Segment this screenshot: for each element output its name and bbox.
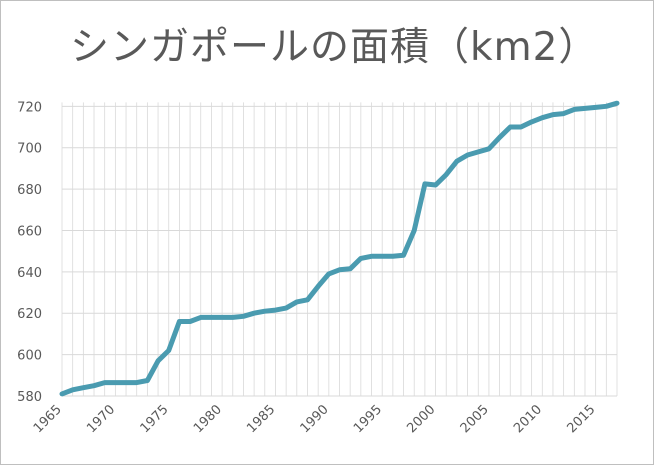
- x-tick-label: 1980: [191, 402, 225, 436]
- data-point: [476, 150, 480, 154]
- data-point: [177, 320, 181, 324]
- data-point: [562, 112, 566, 116]
- y-tick-label: 660: [17, 224, 42, 239]
- data-point: [604, 104, 608, 108]
- y-tick-label: 580: [17, 390, 42, 405]
- y-tick-label: 600: [17, 349, 42, 364]
- series-line: [59, 100, 620, 397]
- x-tick-label: 1990: [298, 402, 332, 436]
- data-point: [434, 183, 438, 187]
- data-point: [273, 308, 277, 312]
- data-point: [81, 386, 85, 390]
- x-tick-label: 2015: [564, 402, 598, 436]
- data-point: [402, 253, 406, 257]
- x-tick-label: 2000: [404, 402, 438, 436]
- data-point: [252, 311, 256, 315]
- data-point: [103, 381, 107, 385]
- data-point: [519, 125, 523, 129]
- data-point: [231, 315, 235, 319]
- data-point: [113, 381, 117, 385]
- data-point: [145, 378, 149, 382]
- data-point: [124, 381, 128, 385]
- y-tick-label: 620: [17, 307, 42, 322]
- y-axis-ticks: 580 600 620 640 660 680 700 720: [17, 100, 42, 405]
- data-point: [327, 272, 331, 276]
- data-point: [508, 125, 512, 129]
- data-point: [316, 284, 320, 288]
- data-point: [540, 116, 544, 120]
- y-tick-label: 640: [17, 266, 42, 281]
- data-point: [423, 182, 427, 186]
- data-point: [71, 388, 75, 392]
- data-point: [551, 113, 555, 117]
- data-point: [92, 384, 96, 388]
- data-point: [209, 315, 213, 319]
- data-point: [583, 106, 587, 110]
- data-point: [284, 306, 288, 310]
- chart-title: シンガポールの面積（km2）: [70, 25, 599, 70]
- data-point: [338, 268, 342, 272]
- x-tick-label: 1985: [244, 402, 278, 436]
- data-point: [391, 254, 395, 258]
- data-point: [241, 314, 245, 318]
- gridlines: [61, 102, 618, 397]
- data-point: [594, 105, 598, 109]
- data-point: [498, 135, 502, 139]
- data-point: [615, 101, 619, 105]
- x-tick-label: 1970: [84, 402, 118, 436]
- x-axis-ticks: 1965 1970 1975 1980 1985 1990 1995 2000 2005 2010…: [31, 402, 599, 436]
- x-tick-label: 1965: [31, 402, 65, 436]
- data-point: [167, 348, 171, 352]
- data-point: [135, 381, 139, 385]
- data-point: [156, 359, 160, 363]
- data-point: [263, 309, 267, 313]
- x-tick-label: 1995: [351, 402, 385, 436]
- y-tick-label: 700: [17, 142, 42, 157]
- data-point: [466, 153, 470, 157]
- data-point: [60, 392, 64, 396]
- data-point: [295, 300, 299, 304]
- data-point: [455, 159, 459, 163]
- data-point: [305, 298, 309, 302]
- data-point: [359, 256, 363, 260]
- x-tick-label: 2005: [458, 402, 492, 436]
- data-point: [220, 315, 224, 319]
- data-point: [348, 267, 352, 271]
- data-point: [572, 107, 576, 111]
- y-tick-label: 680: [17, 183, 42, 198]
- x-tick-label: 1975: [138, 402, 172, 436]
- data-point: [370, 254, 374, 258]
- x-tick-label: 2010: [511, 402, 545, 436]
- data-point: [444, 173, 448, 177]
- data-point: [380, 254, 384, 258]
- data-point: [199, 315, 203, 319]
- data-point: [188, 320, 192, 324]
- data-point: [412, 228, 416, 232]
- y-tick-label: 720: [17, 100, 42, 115]
- data-point: [530, 120, 534, 124]
- data-point: [487, 147, 491, 151]
